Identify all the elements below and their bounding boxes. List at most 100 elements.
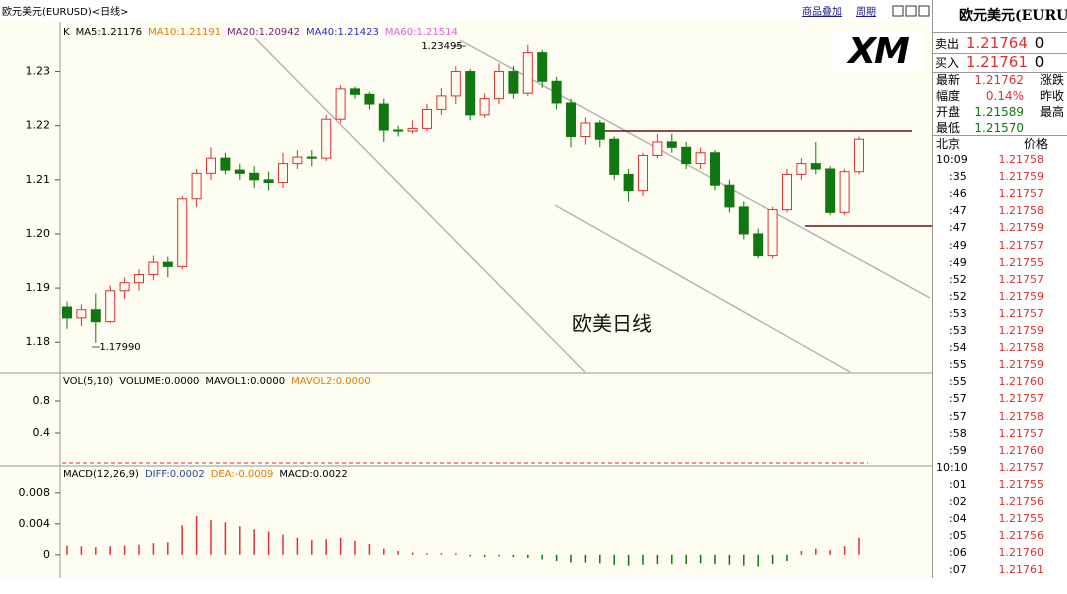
link[interactable]: 商品叠加: [802, 5, 842, 18]
tick-row: :02 1.21756: [933, 493, 1067, 510]
stat-label: 开盘: [936, 105, 961, 119]
tick-row: :04 1.21755: [933, 510, 1067, 527]
tick-price: 1.21760: [998, 443, 1045, 457]
candle-body: [594, 122, 605, 140]
ticks-header: 北京: [936, 137, 961, 151]
tick-time: :54: [949, 341, 967, 355]
tick-price: 1.21761: [998, 563, 1045, 577]
tick-time: :02: [949, 495, 967, 508]
candle-body: [62, 306, 72, 319]
indicator: MA10:1.21191: [148, 27, 221, 38]
tick-time: :59: [949, 443, 967, 457]
stat-row: 最低 1.21570: [933, 120, 1067, 137]
tick-time: 10:10: [936, 460, 968, 474]
indicator: DIFF:0.0002: [145, 469, 205, 480]
tick-row: 10:10 1.21757: [933, 459, 1067, 476]
ticks-header: 价格: [1023, 137, 1048, 151]
candle-body: [350, 88, 360, 95]
indicator: MA40:1.21423: [306, 27, 379, 38]
tick-time: :49: [949, 255, 967, 269]
candle-body: [753, 233, 764, 257]
stat-label: 昨收: [1039, 89, 1064, 103]
button[interactable]: [892, 5, 904, 17]
candle-body: [767, 209, 778, 257]
tick-price: 1.21757: [998, 238, 1045, 252]
candle-body: [695, 152, 706, 165]
tick-row: :35 1.21759: [933, 168, 1067, 185]
tick-price: 1.21756: [998, 495, 1045, 508]
header-bar: [0, 0, 932, 22]
candle-body: [234, 169, 245, 174]
window-buttons[interactable]: [892, 5, 930, 17]
candle-body: [566, 102, 576, 138]
quote-panel: 欧元美元(EURUS XM 卖出 1.21764 0 买入 1.21761 0 …: [833, 0, 1067, 578]
tick-price: 1.21756: [998, 529, 1045, 543]
tick-time: :52: [949, 289, 967, 303]
trend-line: [459, 39, 931, 299]
sell-price: 1.21764: [965, 34, 1028, 52]
tick-row: :57 1.21757: [933, 390, 1067, 407]
tick-price: 1.21757: [998, 187, 1045, 201]
candle-body: [191, 172, 202, 200]
tick-row: :01 1.21755: [933, 476, 1067, 493]
indicator: MA5:1.21176: [76, 27, 143, 38]
indicator: DEA:-0.0009: [211, 469, 274, 480]
candle-body: [666, 141, 677, 148]
tick-time: :53: [949, 306, 967, 320]
header-title: 欧元美元(EURUSD)<日线>: [2, 5, 129, 18]
tick-time: :06: [949, 546, 967, 560]
high-label: 1.23495: [421, 41, 462, 52]
sell-label: 卖出: [935, 37, 960, 51]
candle-body: [249, 172, 260, 181]
stat-label: 最高: [1039, 105, 1064, 119]
candle-body: [638, 154, 648, 192]
trend-line: [254, 37, 586, 373]
tick-time: :55: [949, 375, 967, 389]
tick-time: :05: [949, 529, 967, 543]
button[interactable]: [905, 5, 917, 17]
tick-row: :59 1.21760: [933, 442, 1067, 459]
y-tick-label: 0.8: [33, 394, 51, 407]
indicator: MAVOL2:0.0000: [291, 376, 371, 387]
candle-body: [105, 290, 116, 323]
y-tick-label: 0.004: [19, 517, 51, 530]
tick-price: 1.21760: [998, 546, 1045, 560]
y-tick-label: 0.4: [33, 426, 51, 439]
stat-row: 开盘 1.21589 最高: [933, 104, 1067, 121]
stat-value: 0.14%: [985, 89, 1024, 103]
candle-body: [450, 71, 461, 97]
candle-body: [724, 184, 735, 208]
tick-row: :47 1.21758: [933, 202, 1067, 219]
y-tick-label: 1.18: [26, 335, 51, 348]
trend-line: [554, 204, 851, 373]
candle-body: [494, 71, 504, 100]
indicator-legend: VOL(5,10) VOLUME:0.0000 MAVOL1:0.0000 MAVOL…: [63, 376, 371, 387]
link[interactable]: 周期: [856, 6, 876, 18]
indicator-legend: MACD(12,26,9) DIFF:0.0002 DEA:-0.0009 MACD:…: [63, 469, 348, 480]
tick-row: :55 1.21760: [933, 373, 1067, 390]
indicator: MAVOL1:0.0000: [205, 376, 285, 387]
indicator: VOL(5,10): [63, 376, 113, 387]
stat-value: 1.21762: [974, 73, 1024, 87]
tick-row: :58 1.21757: [933, 425, 1067, 442]
candle-body: [782, 173, 792, 211]
candle-body: [278, 163, 288, 184]
tick-time: :55: [949, 358, 967, 372]
candle-body: [710, 152, 720, 186]
tick-time: :58: [949, 426, 967, 440]
indicator: MACD:0.0022: [279, 469, 347, 480]
candle-body: [162, 261, 173, 267]
tick-row: :52 1.21759: [933, 288, 1067, 305]
tick-price: 1.21760: [998, 375, 1045, 389]
button[interactable]: [918, 5, 930, 17]
candle-body: [306, 156, 317, 159]
tick-time: :04: [949, 512, 967, 526]
stat-label: 幅度: [936, 89, 961, 103]
tick-time: :57: [949, 409, 967, 423]
y-tick-label: 1.23: [26, 65, 51, 78]
candle-body: [206, 157, 216, 174]
candle-body: [335, 88, 346, 120]
tick-row: :49 1.21757: [933, 237, 1067, 254]
indicator: MACD(12,26,9): [63, 469, 139, 480]
